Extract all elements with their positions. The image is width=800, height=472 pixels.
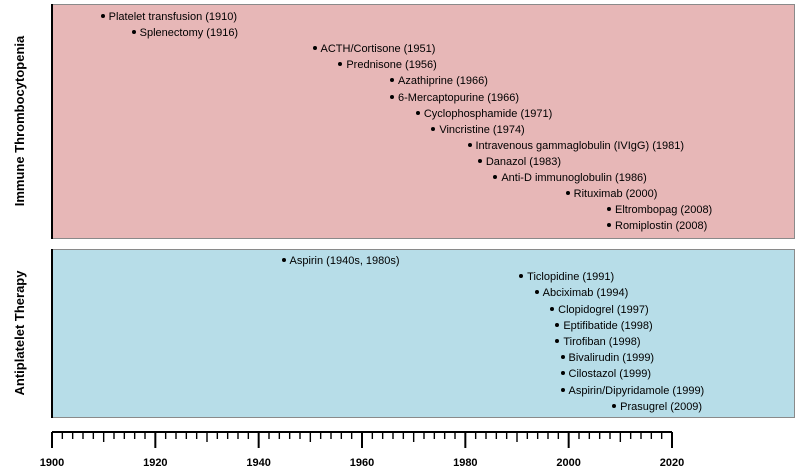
itp-section-label: Immune Thrombocytopenia (0, 36, 40, 206)
antiplatelet-event-label: Clopidogrel (1997) (558, 303, 649, 316)
itp-event-label: Vincristine (1974) (439, 123, 525, 136)
bullet-dot-icon (560, 371, 565, 376)
timeline-axis: 1900 1920 1940 1960 1980 2000 2020 (40, 431, 684, 469)
axis-tick-labels: 1900 1920 1940 1960 1980 2000 2020 (40, 457, 684, 469)
itp-event: Romiplostin (2008) (607, 220, 707, 233)
itp-event-label: Splenectomy (1916) (139, 27, 239, 40)
antiplatelet-event: Eptifibatide (1998) (555, 319, 653, 333)
antiplatelet-section-label: Antiplatelet Therapy (0, 271, 40, 396)
bullet-dot-icon (467, 142, 472, 147)
axis-ticks (51, 432, 673, 448)
itp-event: Danazol (1983) (477, 155, 562, 169)
antiplatelet-event-label: Abciximab (1994) (542, 287, 629, 300)
antiplatelet-event-label: Aspirin/Dipyridamole (1999) (568, 384, 705, 397)
itp-event: 6-Mercaptopurine (1966) (390, 92, 519, 105)
axis-tick-label: 1920 (143, 457, 167, 469)
itp-section-label-text: Immune Thrombocytopenia (12, 35, 27, 207)
itp-event-label: ACTH/Cortisone (1951) (320, 43, 436, 56)
itp-event-label: Danazol (1983) (485, 155, 562, 168)
itp-event-label: Rituximab (2000) (573, 188, 658, 201)
antiplatelet-event-label: Eptifibatide (1998) (563, 319, 653, 332)
axis-tick-label: 1900 (40, 457, 64, 469)
antiplatelet-band (51, 249, 795, 418)
bullet-dot-icon (612, 403, 617, 408)
bullet-dot-icon (281, 258, 286, 263)
itp-event: Prednisone (1956) (338, 59, 437, 72)
bullet-dot-icon (560, 355, 565, 360)
itp-event: Azathiprine (1966) (390, 75, 488, 88)
bullet-dot-icon (431, 126, 436, 131)
itp-event-label: Intravenous gammaglobulin (IVIgG) (1981) (475, 139, 685, 152)
bullet-dot-icon (534, 290, 539, 295)
itp-event-label: Cyclophosphamide (1971) (423, 107, 553, 120)
bullet-dot-icon (131, 30, 136, 35)
bullet-dot-icon (312, 46, 317, 51)
bullet-dot-icon (560, 387, 565, 392)
itp-event-label: Anti-D immunoglobulin (1986) (501, 172, 647, 184)
bullet-dot-icon (390, 78, 394, 83)
axis-tick-label: 1980 (453, 457, 477, 469)
itp-event-label: 6-Mercaptopurine (1966) (398, 91, 520, 104)
antiplatelet-event-label: Ticlopidine (1991) (527, 271, 615, 284)
antiplatelet-event-label: Aspirin (1940s, 1980s) (289, 255, 400, 267)
itp-event-label: Azathiprine (1966) (398, 75, 488, 88)
bullet-dot-icon (607, 223, 611, 228)
antiplatelet-event: Abciximab (1994) (534, 287, 629, 300)
bullet-dot-icon (555, 339, 560, 344)
bullet-dot-icon (390, 94, 394, 99)
itp-event: ACTH/Cortisone (1951) (312, 43, 436, 56)
bullet-dot-icon (100, 14, 105, 19)
antiplatelet-event: Clopidogrel (1997) (550, 304, 649, 317)
bullet-dot-icon (550, 306, 555, 311)
itp-left-rule (51, 4, 53, 239)
antiplatelet-event: Bivalirudin (1999) (560, 352, 655, 365)
itp-event: Anti-D immunoglobulin (1986) (493, 172, 647, 185)
itp-event: Intravenous gammaglobulin (IVIgG) (1981) (467, 139, 685, 153)
axis-tick-label: 1960 (350, 457, 374, 469)
antiplatelet-event-label: Bivalirudin (1999) (568, 352, 655, 365)
itp-event: Eltrombopag (2008) (607, 204, 712, 217)
antiplatelet-event-label: Cilostazol (1999) (568, 368, 652, 381)
itp-event: Rituximab (2000) (565, 188, 658, 201)
antiplatelet-section-label-text: Antiplatelet Therapy (12, 270, 27, 396)
bullet-dot-icon (477, 158, 482, 163)
itp-event-label: Eltrombopag (2008) (615, 204, 713, 217)
itp-event: Vincristine (1974) (431, 123, 525, 137)
itp-event: Cyclophosphamide (1971) (415, 107, 553, 121)
antiplatelet-event: Aspirin/Dipyridamole (1999) (560, 384, 705, 398)
itp-band (51, 4, 795, 239)
axis-tick-label: 2000 (556, 457, 580, 469)
antiplatelet-event: Ticlopidine (1991) (519, 271, 614, 284)
bullet-dot-icon (519, 274, 524, 279)
bullet-dot-icon (565, 191, 570, 196)
antiplatelet-event: Aspirin (1940s, 1980s) (281, 255, 400, 268)
itp-event-label: Platelet transfusion (1910) (108, 11, 238, 23)
axis-tick-label: 1940 (246, 457, 270, 469)
antiplatelet-left-rule (51, 249, 53, 418)
bullet-dot-icon (555, 322, 560, 327)
itp-event-label: Prednisone (1956) (346, 59, 437, 72)
axis-tick-label: 2020 (660, 457, 684, 469)
antiplatelet-event: Tirofiban (1998) (555, 336, 641, 349)
bullet-dot-icon (607, 207, 611, 212)
itp-event-label: Romiplostin (2008) (615, 220, 708, 233)
antiplatelet-event-label: Prasugrel (2009) (620, 400, 703, 413)
antiplatelet-event-label: Tirofiban (1998) (563, 336, 641, 348)
antiplatelet-event: Prasugrel (2009) (612, 401, 702, 414)
bullet-dot-icon (338, 62, 343, 67)
bullet-dot-icon (493, 175, 498, 180)
bullet-dot-icon (415, 110, 420, 115)
itp-event: Platelet transfusion (1910) (100, 11, 238, 24)
antiplatelet-event: Cilostazol (1999) (560, 368, 652, 381)
itp-event: Splenectomy (1916) (131, 27, 239, 40)
